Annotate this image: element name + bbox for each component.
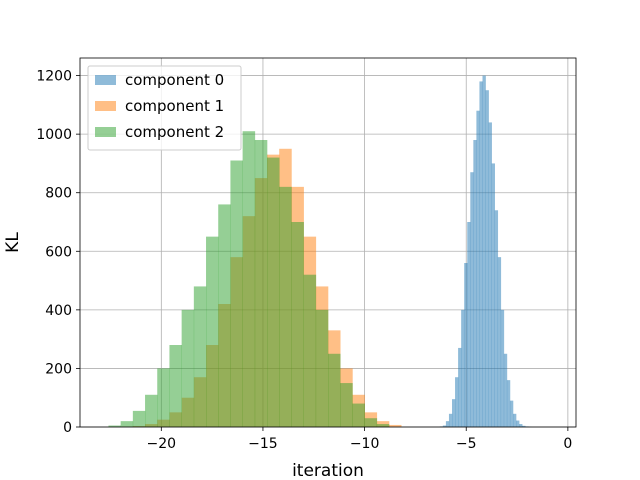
histogram-bar <box>376 421 390 427</box>
y-tick-label: 800 <box>45 186 72 202</box>
histogram-bar <box>482 75 486 428</box>
histogram-bar <box>291 222 304 427</box>
histogram-bar <box>488 122 492 427</box>
legend: component 0 component 1 component 2 <box>87 65 242 151</box>
histogram-bar <box>455 377 459 427</box>
histogram-bars <box>108 75 532 428</box>
histogram-bar <box>181 309 195 427</box>
histogram-bar <box>500 309 505 427</box>
legend-label-component-0: component 0 <box>125 71 224 89</box>
histogram-bar <box>519 424 523 427</box>
x-axis-label: iteration <box>292 461 364 480</box>
histogram-bar <box>476 110 480 427</box>
y-tick-label: 200 <box>45 361 72 377</box>
histogram-bar <box>157 368 170 427</box>
x-tick-label: −5 <box>456 436 477 452</box>
histogram-bar <box>364 418 378 427</box>
series-component-2 <box>108 131 390 428</box>
histogram-bar <box>458 347 462 427</box>
y-tick-label: 1000 <box>36 127 72 143</box>
histogram-bar <box>516 420 520 427</box>
histogram-bar <box>315 309 329 427</box>
y-tick-label: 1200 <box>36 69 72 85</box>
histogram-bar <box>352 403 365 427</box>
legend-label-component-2: component 2 <box>125 123 224 141</box>
histogram-bar <box>506 380 511 427</box>
histogram-bar <box>376 424 390 427</box>
histogram-bar <box>497 257 502 427</box>
histogram-bar <box>340 383 353 427</box>
histogram-bar <box>254 140 268 427</box>
legend-label-component-1: component 1 <box>125 97 224 115</box>
histogram-bar <box>120 421 134 427</box>
histogram-bar <box>242 131 256 427</box>
histogram-bar <box>452 399 456 427</box>
histogram-bar <box>206 236 219 427</box>
histogram-bar <box>461 309 465 427</box>
histogram-bar <box>145 394 158 427</box>
histogram-bar <box>445 421 450 427</box>
histogram-bar <box>442 425 447 427</box>
plot-frame <box>79 57 577 428</box>
histogram-bar <box>470 172 474 427</box>
histogram-bar <box>485 90 489 427</box>
histogram-bar <box>267 157 280 428</box>
x-axis-ticks: −20 −15 −10 −5 0 <box>147 427 572 452</box>
legend-swatch-component-2 <box>95 127 116 137</box>
histogram-bar <box>494 210 499 427</box>
y-tick-label: 400 <box>45 303 72 319</box>
histogram-bar <box>328 353 341 427</box>
histogram-bar <box>108 425 121 427</box>
legend-swatch-component-0 <box>95 75 116 85</box>
histogram-bar <box>230 160 243 427</box>
histogram-bar <box>132 410 146 427</box>
series-component-0 <box>439 75 532 428</box>
legend-swatch-component-1 <box>95 101 116 111</box>
histogram-bar <box>193 286 207 427</box>
histogram-bar <box>464 263 468 427</box>
y-tick-label: 600 <box>45 244 72 260</box>
histogram-bar <box>512 413 517 427</box>
histogram-bar <box>479 81 483 427</box>
x-tick-label: −20 <box>147 436 177 452</box>
histogram-bar <box>169 345 182 427</box>
legend-box <box>87 65 242 151</box>
y-axis-ticks: 0 200 400 600 800 1000 1200 <box>36 69 80 436</box>
histogram-bar <box>503 353 508 427</box>
x-tick-label: −15 <box>248 436 278 452</box>
histogram-bar <box>473 140 477 427</box>
histogram-bar <box>388 424 402 427</box>
y-axis-label: KL <box>3 232 23 253</box>
histogram-bar <box>467 222 471 427</box>
histogram-bar <box>218 204 231 427</box>
histogram-bar <box>522 425 526 427</box>
histogram-bar <box>509 400 514 427</box>
histogram-bar <box>303 274 317 427</box>
histogram-bar <box>279 186 292 427</box>
histogram-bar <box>491 163 495 427</box>
histogram-bar <box>448 413 453 427</box>
x-tick-label: −10 <box>350 436 380 452</box>
y-tick-label: 0 <box>63 420 72 436</box>
x-tick-label: 0 <box>563 436 572 452</box>
